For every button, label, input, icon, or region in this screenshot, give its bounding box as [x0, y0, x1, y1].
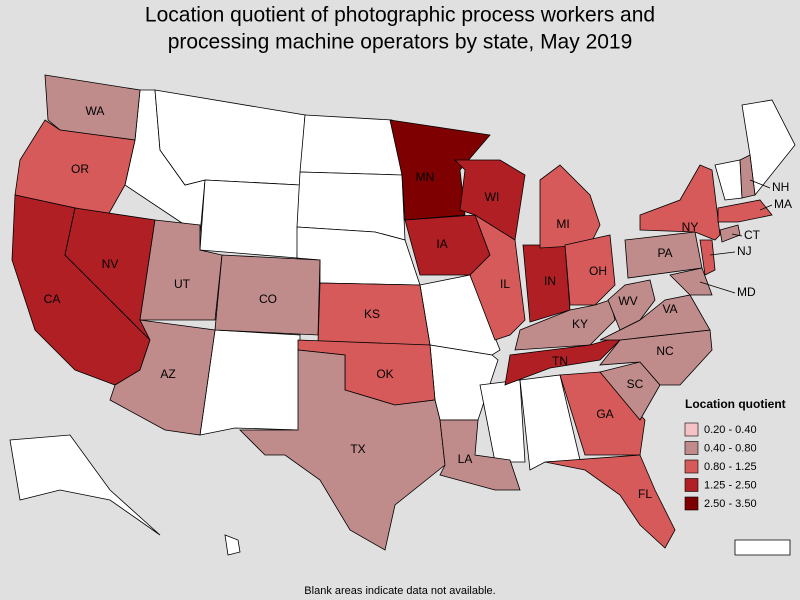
state — [717, 199, 773, 223]
state-label: TX — [350, 442, 365, 456]
state — [469, 214, 526, 341]
state — [719, 224, 741, 243]
state-label: TN — [552, 354, 568, 368]
state-blank — [9, 434, 161, 536]
legend-label: 0.40 - 0.80 — [704, 442, 757, 454]
state-label: GA — [596, 407, 613, 421]
state-label: MA — [774, 197, 792, 211]
footnote: Blank areas indicate data not available. — [304, 585, 495, 597]
state-label: KS — [364, 307, 380, 321]
state-label: CA — [44, 292, 61, 306]
legend-swatch — [684, 422, 699, 437]
legend-swatch — [684, 478, 699, 492]
state — [389, 119, 491, 221]
state — [439, 419, 521, 491]
state-blank — [734, 539, 791, 556]
leader-line — [699, 281, 736, 294]
state-label: FL — [638, 487, 652, 501]
state — [109, 319, 216, 436]
leader-line — [731, 233, 743, 237]
state-label: MI — [556, 217, 569, 231]
state-label: WI — [485, 190, 500, 204]
state-label: PA — [657, 246, 672, 260]
title-line: Location quotient of photographic proces… — [145, 4, 655, 27]
state-label: NJ — [737, 244, 752, 258]
leader-line — [749, 179, 771, 189]
legend-swatch — [684, 441, 699, 455]
legend-swatch — [684, 459, 699, 474]
state-label: NV — [102, 257, 119, 271]
state-blank — [199, 329, 301, 436]
state-label: MN — [416, 170, 435, 184]
state — [559, 371, 646, 456]
state-label: MD — [737, 285, 756, 299]
state-label: KY — [572, 317, 588, 331]
blank-states — [9, 89, 796, 556]
state-blank — [741, 99, 796, 196]
state — [544, 454, 676, 549]
state-blank — [199, 179, 301, 259]
legend-label: 0.20 - 0.40 — [704, 424, 757, 436]
state-label: IA — [436, 237, 447, 251]
legend-label: 2.50 - 3.50 — [704, 498, 757, 510]
legend-title: Location quotient — [685, 397, 786, 411]
state-label: WA — [86, 104, 105, 118]
state-label: IL — [500, 277, 510, 291]
state-label: SC — [627, 377, 644, 391]
state — [739, 154, 756, 199]
state — [669, 267, 713, 296]
state-label: AZ — [160, 367, 175, 381]
state-label: OK — [376, 367, 393, 381]
state-label: OR — [71, 162, 89, 176]
state-label: NC — [656, 344, 674, 358]
state-label: CT — [744, 228, 761, 242]
state — [564, 234, 616, 306]
state-blank — [224, 534, 241, 556]
state-label: LA — [458, 452, 473, 466]
legend-label: 1.25 - 2.50 — [704, 479, 757, 491]
state-label: CO — [259, 292, 277, 306]
state — [607, 279, 656, 331]
state — [239, 349, 446, 551]
state-label: UT — [174, 277, 191, 291]
state-blank — [299, 114, 403, 176]
state-label: NH — [772, 180, 789, 194]
state-label: VA — [662, 302, 677, 316]
state — [699, 239, 716, 276]
leader-line — [709, 251, 736, 256]
legend-label: 0.80 - 1.25 — [704, 461, 757, 473]
states: WA OR CA NV UT CO AZ KS OK TX MN IA LA WI IL IN MI OH KY TN… — [11, 74, 792, 551]
legend: 0.20 - 0.40 0.40 - 0.80 0.80 - 1.25 1.25 - … — [684, 422, 757, 511]
state-label: NY — [682, 220, 699, 234]
state-label: IN — [544, 274, 556, 288]
state-label: WV — [618, 294, 637, 308]
legend-swatch — [684, 496, 699, 511]
state — [639, 164, 721, 241]
title-line: processing machine operators by state, M… — [168, 31, 633, 54]
state-label: OH — [589, 264, 607, 278]
state — [14, 119, 136, 216]
state — [539, 164, 601, 249]
leader-line — [759, 204, 773, 211]
